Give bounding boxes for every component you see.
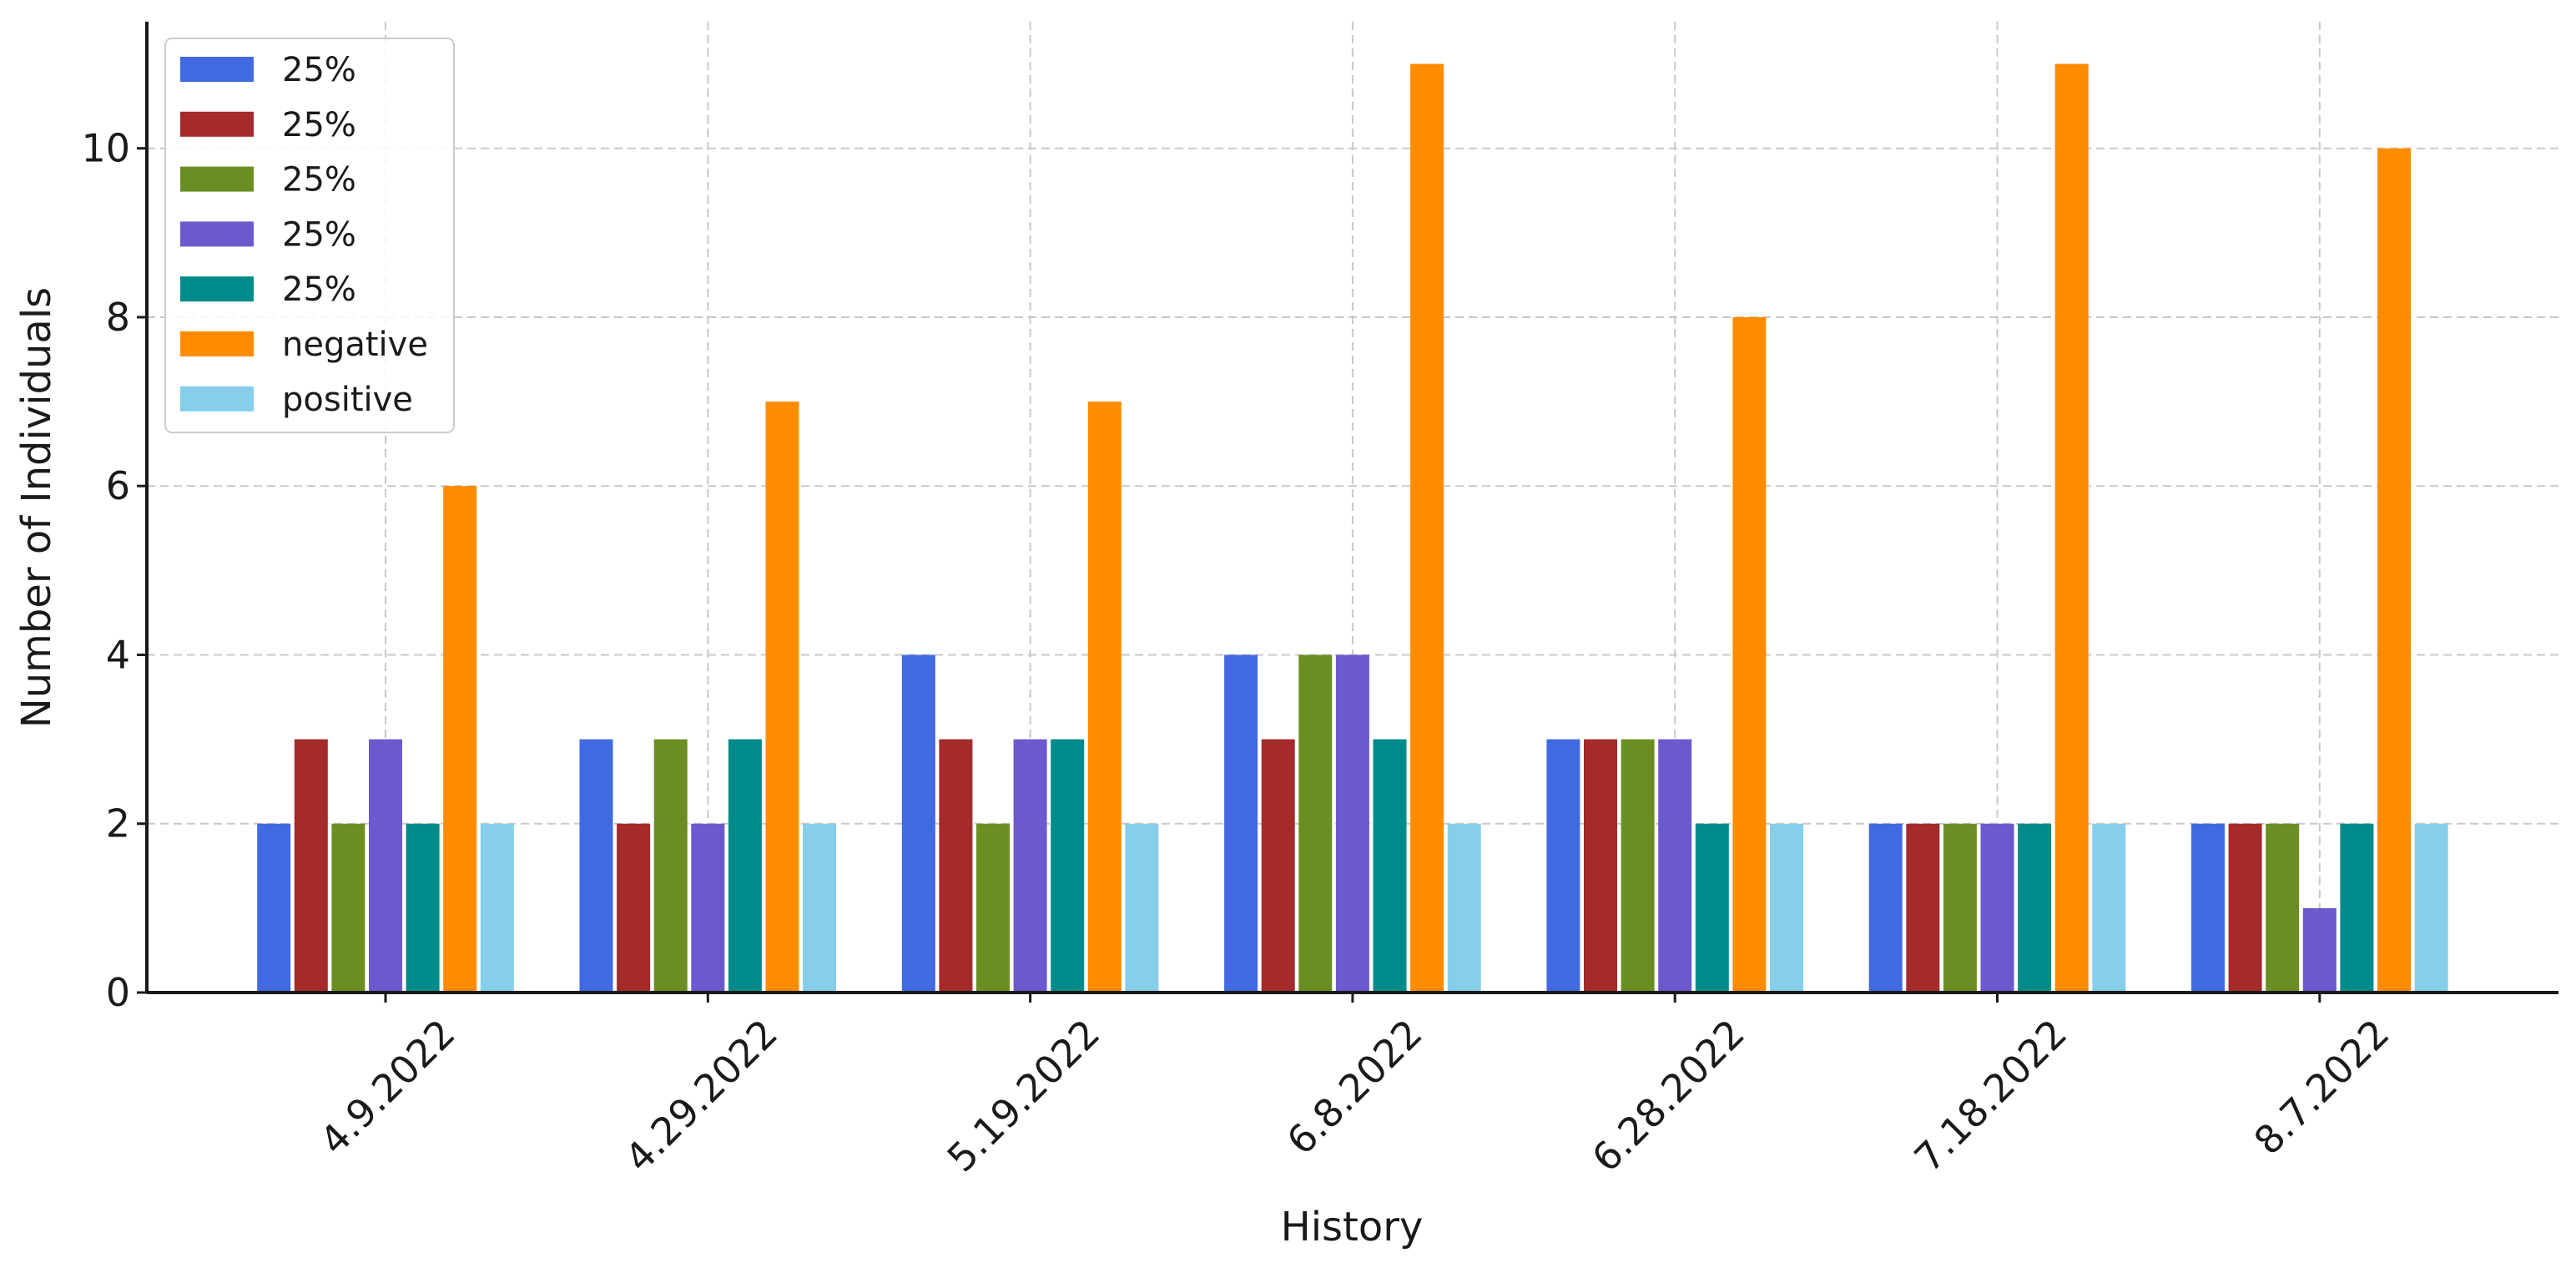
y-tick-label: 6 [106,463,130,508]
bar [369,739,402,993]
x-tick-label: 6.28.2022 [1583,1011,1753,1181]
bar [406,823,440,993]
bar [1546,739,1580,993]
bar [901,654,935,993]
bar [579,739,613,993]
bar [257,823,291,993]
x-tick-label: 4.9.2022 [311,1011,464,1164]
bar [617,823,651,993]
legend-swatch [180,386,254,412]
legend-swatch [180,166,254,192]
bar [1943,823,1977,993]
bar [480,823,514,993]
bar [443,486,477,993]
x-axis-title: History [1281,1204,1424,1250]
legend-label: 25% [282,161,356,200]
bar [1770,823,1803,993]
x-tick-label: 4.29.2022 [616,1011,786,1181]
y-tick-label: 4 [106,632,130,677]
bar [765,402,799,993]
x-ticks: 4.9.2022 4.29.2022 5.19.2022 6.8.2022 6.28.2… [311,993,2398,1180]
legend-swatch [180,221,254,247]
y-tick-label: 8 [106,295,130,340]
x-tick-label: 6.8.2022 [1278,1011,1431,1164]
bars [257,63,2448,993]
x-tick-label: 7.18.2022 [1906,1011,2076,1181]
x-tick-label: 5.19.2022 [939,1011,1109,1181]
bar [1584,739,1617,993]
legend-label: 25% [282,215,356,254]
y-tick-label: 0 [106,970,130,1015]
legend-swatch [180,276,254,302]
bar [1261,739,1295,993]
bar [1373,739,1407,993]
bar [1051,739,1085,993]
y-tick-label: 10 [81,126,130,171]
bar [2266,823,2300,993]
legend-swatch [180,331,254,356]
bar [1695,823,1729,993]
bar [1410,63,1444,993]
y-tick-label: 2 [106,801,130,846]
legend-swatch [180,111,254,137]
bar [1621,739,1655,993]
x-tick-label: 8.7.2022 [2246,1011,2398,1164]
bar [1087,402,1122,993]
bar [1906,823,1940,993]
bar [939,739,973,993]
bar [331,823,365,993]
bar [2414,823,2448,993]
bar [294,739,328,993]
bar [1224,654,1258,993]
legend: 25% 25% 25% 25% 25% negative positive [164,38,455,433]
bar [2228,823,2262,993]
bar [691,823,725,993]
bar [1013,739,1047,993]
bar [2377,148,2411,993]
bar [1868,823,1903,993]
bar [1298,654,1333,993]
bar [1335,654,1369,993]
bar [2092,823,2126,993]
bar [1658,739,1692,993]
bar [2191,823,2225,993]
legend-label: negative [282,326,428,364]
bar [803,823,837,993]
legend-label: 25% [282,51,356,89]
bar [2018,823,2052,993]
legend-label: 25% [282,270,356,309]
legend-label: 25% [282,106,356,144]
bar [1732,316,1767,993]
bar [1447,823,1481,993]
y-ticks: 0 2 4 6 8 10 [81,126,147,1015]
y-axis-title: Number of Individuals [13,287,60,728]
bar [2340,823,2374,993]
legend-label: positive [282,381,413,419]
bar [2054,63,2089,993]
bar [976,823,1010,993]
bar [653,739,688,993]
bar [728,739,762,993]
bar [1125,823,1159,993]
bar [1980,823,2014,993]
legend-swatch [180,57,254,82]
bar [2302,907,2337,993]
